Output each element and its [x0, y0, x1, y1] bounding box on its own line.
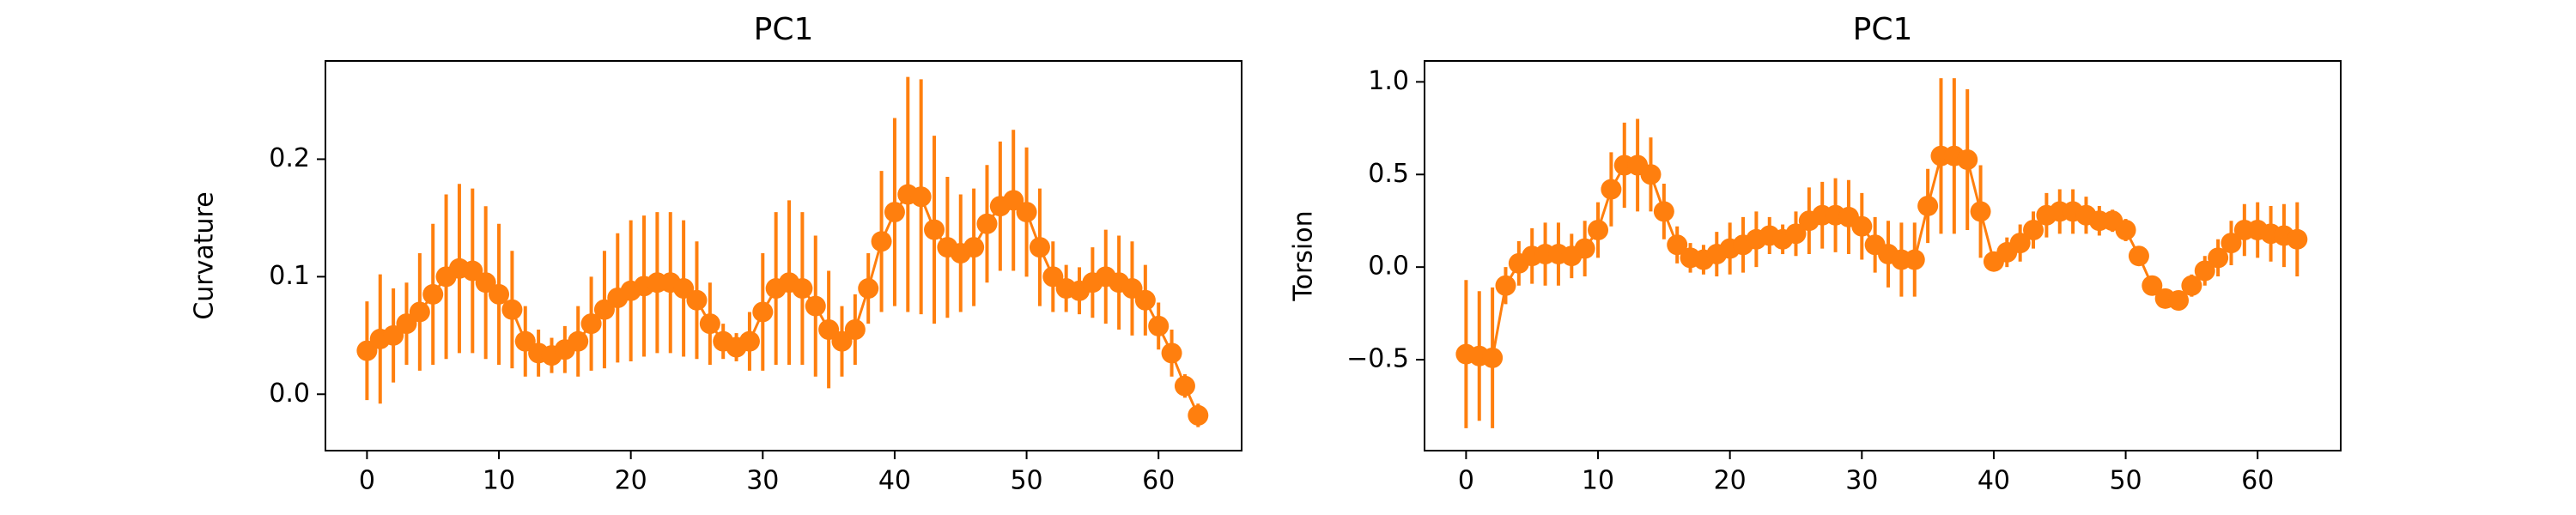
chart-title: PC1 — [1853, 12, 1913, 47]
data-point — [738, 330, 760, 352]
data-point — [1640, 164, 1662, 185]
y-tick-label: 1.0 — [1368, 66, 1409, 96]
data-point — [568, 330, 589, 352]
data-point — [396, 313, 417, 335]
data-point — [1016, 202, 1037, 223]
y-tick-label: 0.0 — [269, 379, 310, 409]
data-point — [2221, 233, 2242, 254]
x-tick-label: 40 — [878, 466, 911, 496]
data-point — [1121, 278, 1143, 300]
data-point — [1904, 249, 1925, 270]
data-point — [805, 295, 826, 317]
data-point — [884, 202, 905, 223]
x-tick-label: 20 — [1714, 466, 1747, 496]
y-tick-label: 0.1 — [269, 261, 310, 291]
data-point — [475, 272, 496, 294]
data-point — [831, 330, 853, 352]
x-tick-label: 30 — [746, 466, 779, 496]
x-tick-label: 10 — [483, 466, 515, 496]
x-tick-label: 0 — [1458, 466, 1474, 496]
y-tick-label: 0.5 — [1368, 159, 1409, 189]
data-point — [1957, 149, 1978, 171]
x-tick-label: 10 — [1582, 466, 1614, 496]
data-point — [858, 278, 879, 300]
data-point — [409, 301, 430, 323]
x-tick-label: 0 — [359, 466, 375, 496]
data-point — [1667, 234, 1688, 256]
data-point — [1161, 342, 1182, 364]
data-point — [2168, 290, 2190, 312]
axes-frame — [1424, 60, 2342, 451]
data-point — [489, 283, 510, 305]
y-tick-label: 0.2 — [269, 143, 310, 173]
data-point — [2115, 220, 2136, 241]
data-point — [686, 289, 708, 311]
data-point — [1601, 179, 1622, 200]
data-point — [1495, 275, 1516, 296]
data-point — [1134, 289, 1156, 311]
data-point — [1042, 266, 1064, 288]
data-point — [963, 237, 985, 258]
data-point — [1574, 238, 1595, 259]
data-point — [356, 340, 378, 361]
data-point — [1482, 347, 1504, 368]
data-point — [2287, 228, 2308, 250]
data-point — [501, 299, 523, 320]
data-point — [1148, 315, 1170, 336]
x-tick-label: 60 — [1142, 466, 1175, 496]
y-axis-label: Curvature — [190, 191, 220, 319]
axes: PC1 0 10 20 30 40 50 60 −0.5 0.0 0.5 1.0 Torsion — [1289, 12, 2342, 496]
data-point — [2009, 233, 2031, 254]
data-point — [2128, 245, 2149, 267]
data-point — [514, 330, 536, 352]
data-point — [976, 213, 998, 234]
data-point — [1029, 237, 1050, 258]
x-tick-label: 40 — [1978, 466, 2010, 496]
axes: PC1 0 10 20 30 40 50 60 0.0 0.1 0.2 Curvature — [190, 12, 1242, 496]
data-point — [1653, 201, 1674, 222]
data-point — [699, 313, 720, 335]
data-point — [910, 186, 932, 208]
y-tick-label: 0.0 — [1368, 251, 1409, 282]
y-axis-label: Torsion — [1289, 210, 1319, 301]
data-point — [1174, 375, 1195, 397]
data-point — [462, 260, 483, 282]
x-tick-label: 20 — [615, 466, 647, 496]
x-tick-label: 50 — [1010, 466, 1042, 496]
data-point — [673, 278, 695, 300]
data-point — [2023, 220, 2044, 241]
chart-title: PC1 — [754, 12, 814, 47]
data-point — [752, 301, 774, 323]
data-point — [422, 283, 444, 305]
data-point — [2142, 275, 2163, 296]
data-point — [1188, 404, 1209, 426]
data-point — [792, 278, 813, 300]
data-point — [2181, 275, 2202, 296]
x-tick-label: 30 — [1845, 466, 1878, 496]
data-point — [924, 219, 945, 240]
x-tick-label: 60 — [2241, 466, 2274, 496]
data-point — [1917, 195, 1939, 216]
data-line — [366, 192, 1200, 416]
y-tick-label: −0.5 — [1346, 344, 1409, 374]
data-point — [871, 231, 892, 252]
data-point — [580, 313, 602, 335]
data-point — [1785, 223, 1807, 245]
data-point — [844, 318, 866, 340]
data-point — [1588, 220, 1609, 241]
data-point — [383, 324, 404, 346]
data-point — [1851, 215, 1873, 237]
data-point — [818, 318, 840, 340]
axes-frame — [325, 60, 1242, 451]
data-point — [2194, 260, 2215, 282]
data-point — [1970, 201, 1991, 222]
x-tick-label: 50 — [2109, 466, 2142, 496]
data-point — [1003, 190, 1024, 211]
data-point — [2208, 247, 2229, 269]
data-point — [593, 299, 615, 320]
